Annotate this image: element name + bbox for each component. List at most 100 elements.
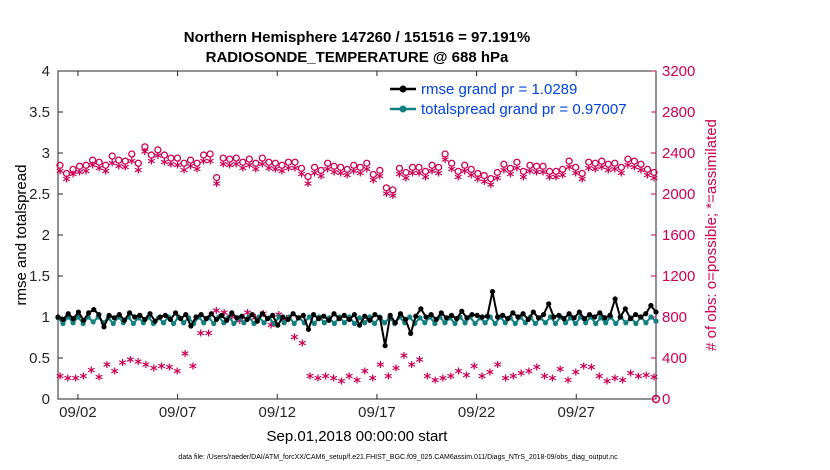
rmse-point — [290, 311, 296, 317]
obs-assimilated-point: * — [64, 372, 72, 390]
obs-possible-point — [82, 161, 90, 169]
totalspread-point — [623, 320, 629, 326]
rmse-point — [254, 318, 260, 324]
obs-assimilated-point: * — [69, 168, 77, 186]
rmse-point — [648, 302, 654, 309]
totalspread-point — [321, 320, 327, 326]
rmse-point — [213, 316, 220, 323]
obs-possible-point — [356, 163, 364, 172]
obs-assimilated-point: * — [533, 360, 541, 378]
totalspread-point — [593, 320, 599, 327]
totalspread-point — [331, 320, 337, 327]
obs-assimilated-point: * — [384, 370, 392, 388]
rmse-point — [106, 312, 112, 318]
obs-possible-point — [297, 164, 306, 173]
right-y-tick-label: 2000 — [662, 186, 695, 203]
rmse-point — [510, 310, 516, 316]
right-y-tick-label: 3200 — [662, 63, 695, 80]
obs-assimilated-point: * — [439, 372, 447, 390]
totalspread-point — [603, 320, 609, 326]
rmse-point — [448, 312, 455, 318]
rmse-point — [270, 312, 276, 318]
rmse-point — [392, 320, 398, 326]
obs-assimilated-point: * — [650, 172, 658, 190]
rmse-point — [397, 311, 404, 317]
obs-assimilated-point: * — [454, 171, 462, 189]
obs-assimilated-point: * — [72, 372, 80, 390]
totalspread-point — [562, 320, 569, 326]
totalspread-point — [583, 320, 589, 326]
obs-assimilated-point: * — [271, 162, 279, 180]
obs-assimilated-point: * — [324, 162, 332, 180]
rmse-point — [505, 316, 511, 322]
obs-assimilated-point: * — [232, 157, 240, 175]
obs-assimilated-point: * — [189, 359, 197, 377]
left-y-tick-label: 1.5 — [29, 268, 50, 285]
rmse-point — [566, 311, 572, 317]
rmse-point — [316, 316, 322, 322]
rmse-point — [433, 316, 439, 323]
rmse-point — [305, 326, 312, 332]
rmse-point — [418, 306, 424, 312]
obs-assimilated-point: * — [617, 167, 625, 185]
obs-assimilated-point: * — [644, 169, 652, 187]
totalspread-point — [70, 320, 76, 326]
obs-assimilated-point: * — [487, 178, 495, 196]
rmse-point — [607, 312, 613, 318]
rmse-point — [91, 307, 97, 313]
obs-possible-point — [363, 159, 371, 167]
obs-possible-point — [637, 160, 645, 168]
rmse-point — [632, 311, 639, 318]
totalspread-point — [532, 320, 538, 327]
obs-assimilated-point: * — [448, 162, 456, 180]
totalspread-point — [60, 320, 66, 327]
obs-possible-point — [630, 157, 639, 165]
legend-rmse-marker — [399, 85, 407, 93]
obs-assimilated-point: * — [291, 331, 299, 349]
left-y-tick-label: 3.5 — [29, 104, 50, 121]
obs-assimilated-point: * — [228, 310, 236, 328]
obs-assimilated-point: * — [115, 159, 123, 177]
obs-assimilated-point: * — [564, 374, 572, 392]
rmse-point — [377, 315, 383, 321]
obs-assimilated-point: * — [604, 163, 612, 181]
rmse-point — [423, 314, 429, 320]
obs-possible-point — [304, 172, 312, 181]
rmse-point — [60, 316, 66, 323]
obs-assimilated-point: * — [624, 158, 632, 176]
rmse-point — [208, 311, 214, 317]
obs-assimilated-point: * — [330, 372, 338, 390]
totalspread-point — [442, 320, 448, 326]
obs-possible-point — [265, 158, 273, 166]
totalspread-point — [110, 320, 116, 327]
rmse-point — [111, 315, 117, 321]
obs-assimilated-point: * — [363, 162, 371, 180]
obs-assimilated-point: * — [486, 365, 494, 383]
obs-possible-point — [611, 159, 619, 167]
rmse-point — [489, 288, 496, 295]
obs-possible-point — [337, 163, 345, 172]
rmse-point — [576, 309, 582, 315]
obs-assimilated-point: * — [480, 175, 488, 193]
obs-assimilated-point: * — [578, 173, 586, 191]
rmse-point — [203, 316, 209, 322]
obs-assimilated-point: * — [395, 168, 403, 186]
obs-assimilated-point: * — [369, 174, 377, 192]
obs-assimilated-point: * — [252, 162, 260, 180]
obs-assimilated-point: * — [345, 370, 353, 388]
obs-assimilated-point: * — [619, 374, 627, 392]
obs-possible-point — [402, 168, 410, 177]
rmse-point — [121, 317, 128, 323]
obs-assimilated-point: * — [174, 158, 182, 176]
x-axis: 09/02 09/07 09/12 09/17 09/22 09/27 — [59, 71, 595, 421]
obs-possible-point — [62, 169, 71, 178]
x-tick-label: 09/27 — [557, 404, 595, 421]
obs-assimilated-point: * — [494, 358, 502, 376]
obs-assimilated-point: * — [548, 372, 556, 390]
rmse-point — [597, 310, 603, 316]
rmse-point — [413, 313, 419, 319]
totalspread-point — [422, 320, 428, 326]
rmse-point — [494, 314, 501, 320]
obs-assimilated-point: * — [520, 171, 528, 189]
totalspread-point — [291, 320, 297, 327]
